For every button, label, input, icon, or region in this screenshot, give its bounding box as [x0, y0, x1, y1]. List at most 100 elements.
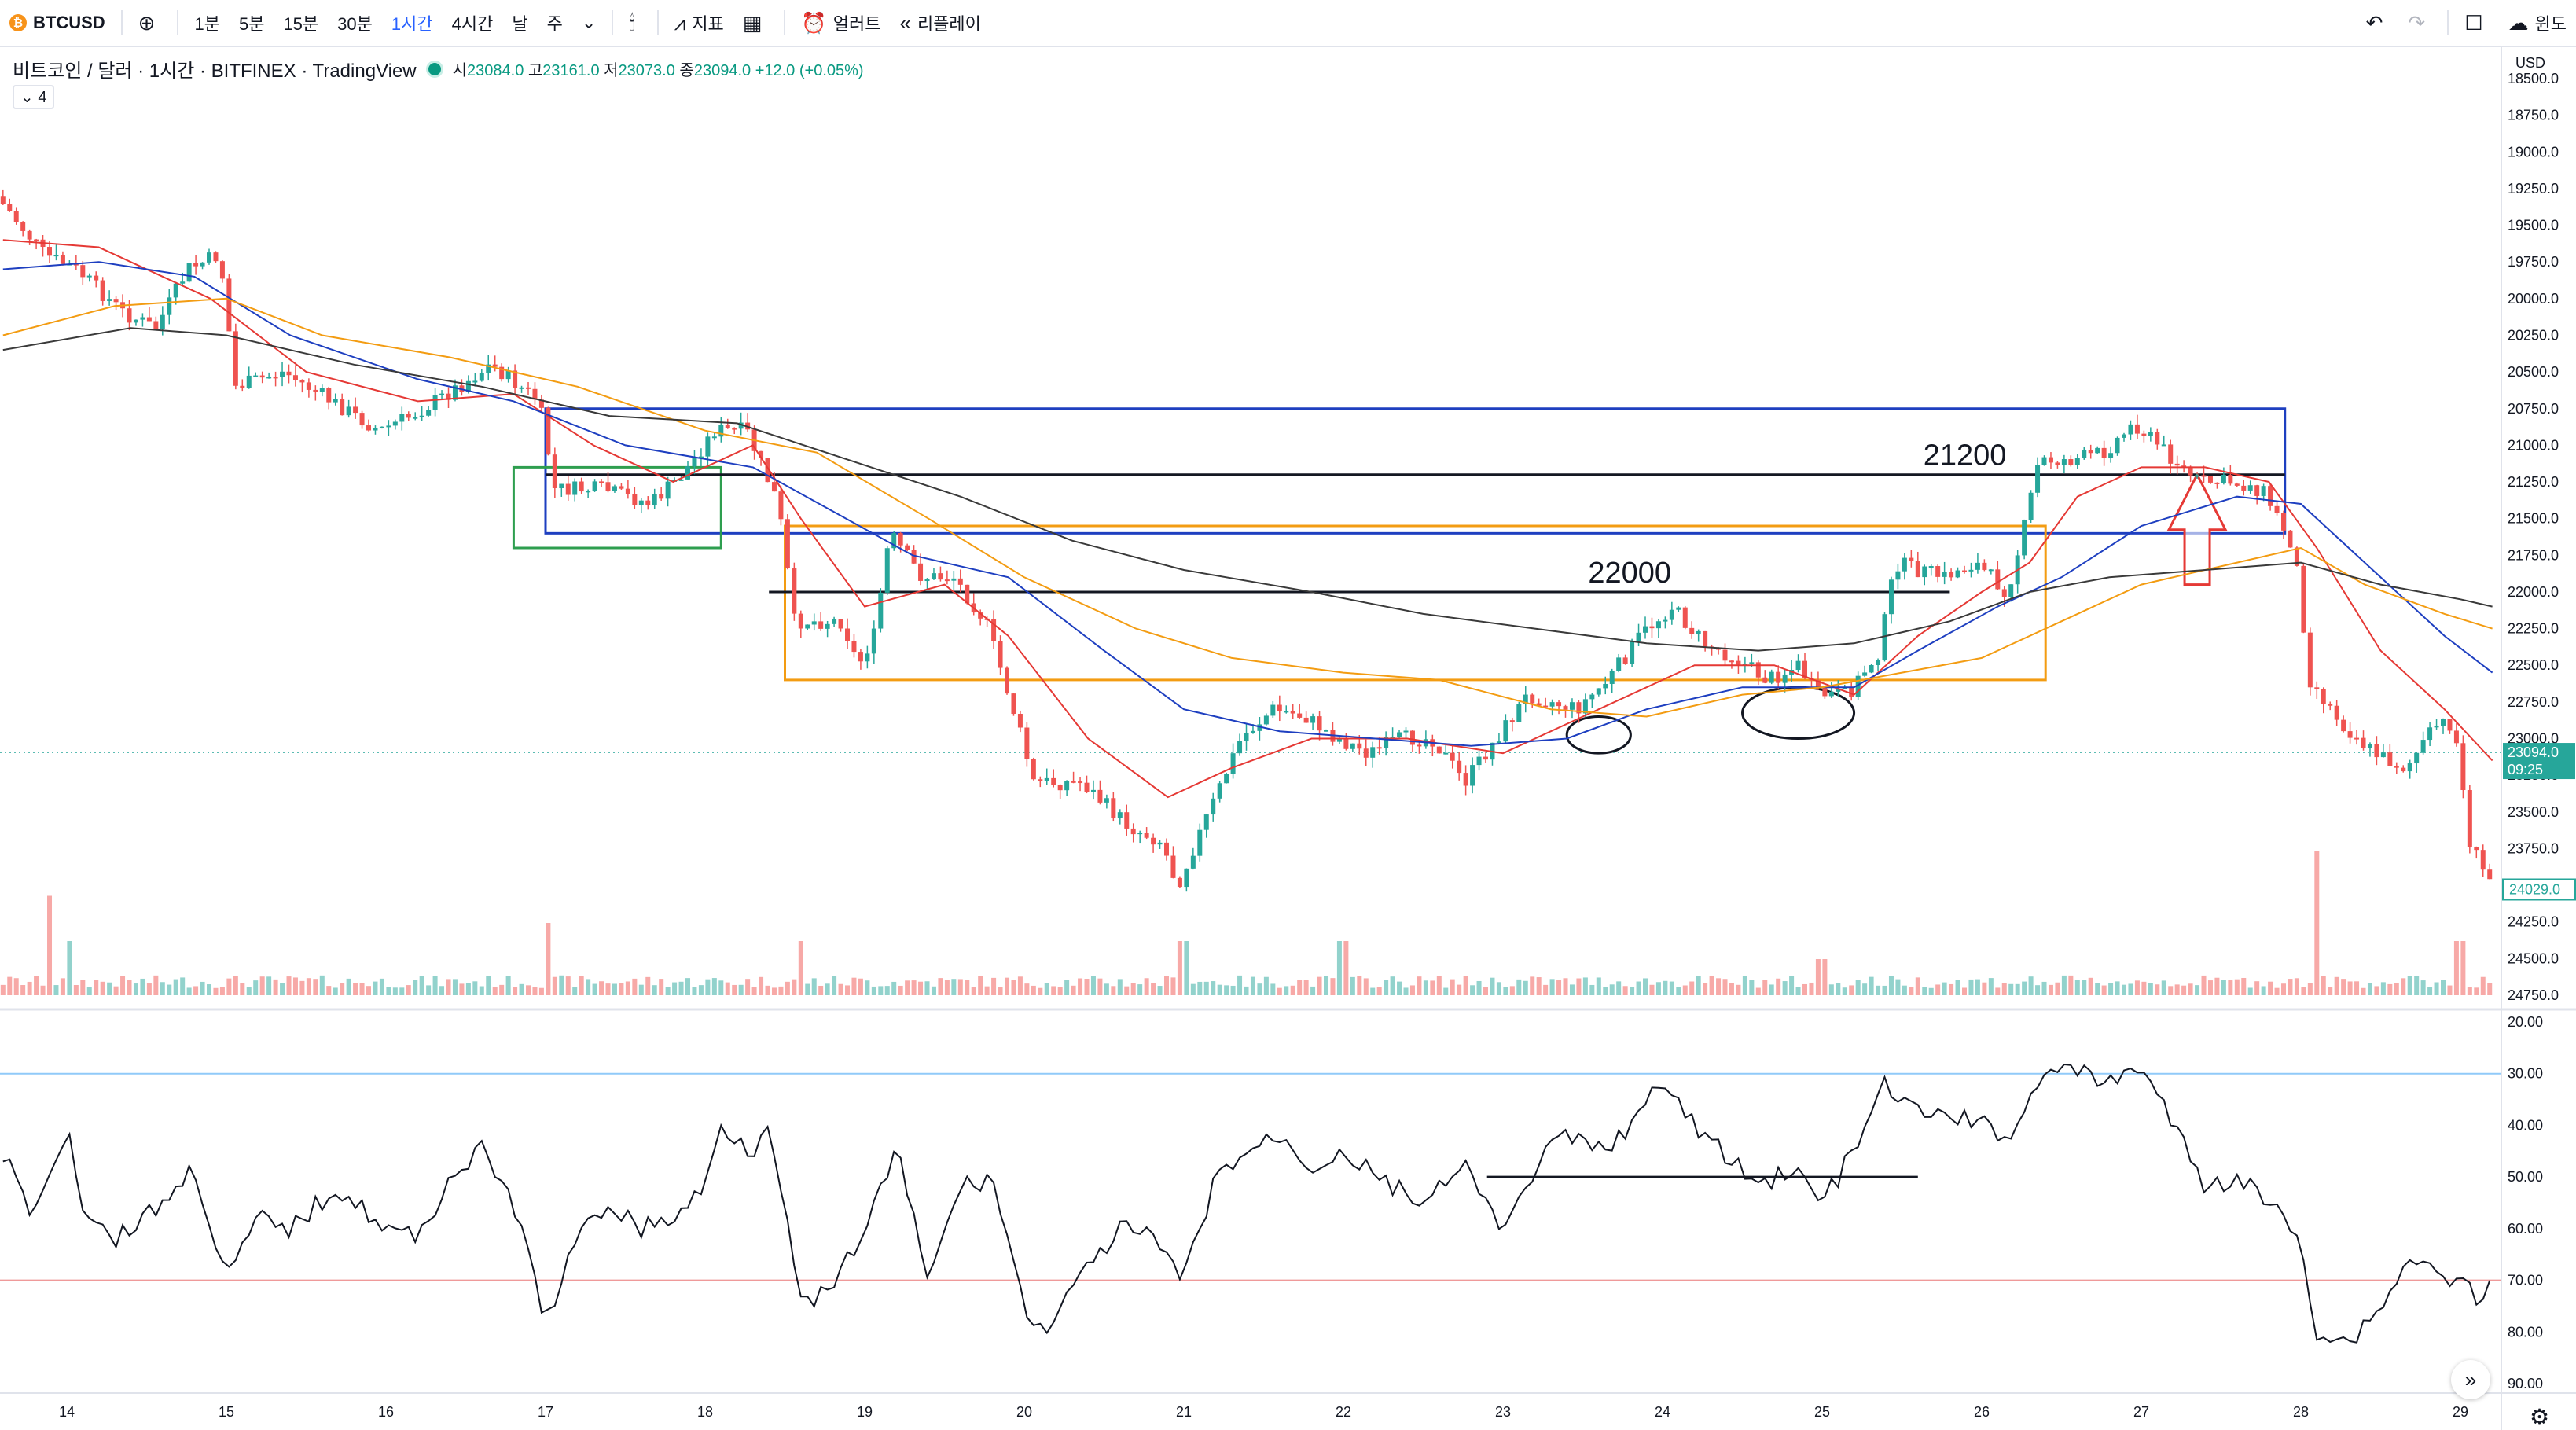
volume-bar [1490, 977, 1495, 995]
volume-bar [1430, 980, 1435, 995]
volume-bar [785, 981, 790, 995]
candle-body [2328, 704, 2333, 706]
fullscreen-button[interactable]: ☐ [2455, 0, 2498, 46]
volume-bar [2088, 977, 2093, 995]
undo-button[interactable]: ↶ [2357, 0, 2399, 46]
volume-bar [273, 979, 278, 995]
candle-body [2201, 475, 2207, 477]
legend-collapse-button[interactable]: ⌄ 4 [13, 85, 55, 109]
volume-bar [818, 985, 824, 995]
price-marker-label: 24029.0 [2509, 881, 2560, 897]
volume-bar [1005, 977, 1010, 995]
indicators-button[interactable]: ⩘ 지표 [665, 0, 733, 46]
candle-body [918, 563, 924, 581]
interval-week[interactable]: 주 [546, 14, 563, 34]
interval-4h[interactable]: 4시간 [451, 14, 494, 34]
price-tick-label: 20250.0 [2508, 327, 2559, 343]
compare-button[interactable]: ⊕ [129, 0, 171, 46]
candle-body [532, 388, 538, 400]
volume-bar [1636, 981, 1641, 995]
candle-body [2334, 705, 2339, 720]
layouts-button[interactable]: ▦ [733, 0, 778, 46]
candle-body [2181, 465, 2187, 468]
volume-bar [1436, 976, 1442, 995]
interval-1m[interactable]: 1분 [194, 14, 220, 34]
settings-cloud-button[interactable]: ☁ 윈도 [2499, 0, 2576, 46]
candle-body [452, 385, 458, 400]
candle-body [2008, 584, 2014, 597]
currency-label[interactable]: USD [2515, 55, 2545, 71]
volume-bar [2115, 981, 2120, 995]
candle-body [180, 281, 186, 284]
volume-bar [891, 981, 897, 995]
symbol-search-button[interactable]: ₿ BTCUSD [0, 0, 115, 46]
volume-bar [1755, 987, 1761, 995]
interval-day[interactable]: 날 [512, 14, 528, 34]
market-status-icon[interactable] [425, 60, 443, 78]
volume-bar [266, 976, 272, 995]
candle-body [1417, 744, 1422, 747]
interval-1h[interactable]: 1시간 [391, 14, 433, 34]
last-price-tag[interactable] [2503, 743, 2575, 780]
price-tick-label: 24500.0 [2508, 950, 2559, 966]
volume-bar [1643, 978, 1648, 995]
candle-body [2367, 744, 2372, 748]
candle-body [2427, 727, 2433, 741]
candle-body [2035, 465, 2041, 493]
redo-button[interactable]: ↷ [2398, 0, 2441, 46]
candle-body [1317, 716, 1322, 731]
volume-bar [446, 979, 451, 995]
rsi-axis[interactable]: 20.00 30.00 40.00 50.00 60.00 70.00 80.00 90.00 [2508, 1014, 2543, 1391]
candle-body [2460, 743, 2466, 791]
candle-body [1895, 571, 1901, 580]
time-axis[interactable]: 14 15 16 17 18 19 20 21 22 23 24 25 26 27 28 29 [59, 1404, 2468, 1420]
volume-bar [1370, 987, 1376, 995]
candle-body [7, 204, 13, 211]
volume-bar [1616, 981, 1622, 995]
candle-body [1603, 683, 1608, 689]
candle-body [825, 623, 830, 629]
alert-button[interactable]: ⏰ 얼러트 [792, 0, 890, 46]
volume-bar [167, 984, 172, 995]
candle-body [519, 387, 524, 389]
candle-body [2281, 513, 2287, 531]
interval-5m[interactable]: 5분 [238, 14, 265, 34]
symbol-title[interactable]: 비트코인 / 달러 · 1시간 · BITFINEX · TradingView [13, 61, 417, 82]
chart-type-button[interactable]: 🕯 [619, 0, 650, 46]
rewind-icon: « [899, 11, 911, 35]
volume-bar [386, 987, 391, 995]
candle-body [173, 283, 178, 298]
volume-bar [1336, 941, 1342, 995]
interval-15m[interactable]: 15분 [283, 14, 319, 34]
candle-body [2088, 450, 2093, 454]
candle-body [1443, 752, 1449, 755]
volume-bar [1363, 978, 1369, 995]
candle-body [851, 641, 857, 653]
candle-body [978, 612, 983, 619]
candle-body [1543, 705, 1549, 708]
scroll-to-realtime-button[interactable]: » [2451, 1360, 2490, 1399]
chart-settings-button[interactable]: ⚙ [2530, 1404, 2549, 1430]
candle-body [1297, 713, 1303, 718]
price-axis[interactable]: 18500.0 18750.0 19000.0 19250.0 19500.0 19750… [2502, 55, 2576, 1003]
candle-body [1888, 579, 1894, 615]
candle-body [2380, 752, 2386, 758]
interval-dropdown[interactable]: ⌄ [572, 0, 605, 46]
candle-body [47, 247, 53, 256]
interval-30m[interactable]: 30분 [337, 14, 373, 34]
candle-body [2307, 632, 2313, 688]
candle-body [1509, 720, 1515, 722]
replay-button[interactable]: « 리플레이 [890, 0, 990, 46]
ohlc-values: 시23084.0 고23161.0 저23073.0 종23094.0 +12.… [453, 57, 864, 80]
volume-bar [605, 983, 611, 995]
candle-body [698, 456, 704, 458]
volume-bar [1603, 987, 1608, 995]
candle-body [2161, 444, 2166, 447]
candle-body [2022, 520, 2027, 556]
candle-body [818, 621, 824, 629]
volume-bar [845, 985, 851, 995]
candle-body [1942, 572, 1947, 577]
volume-bar [645, 976, 651, 995]
candle-body [1257, 724, 1262, 731]
